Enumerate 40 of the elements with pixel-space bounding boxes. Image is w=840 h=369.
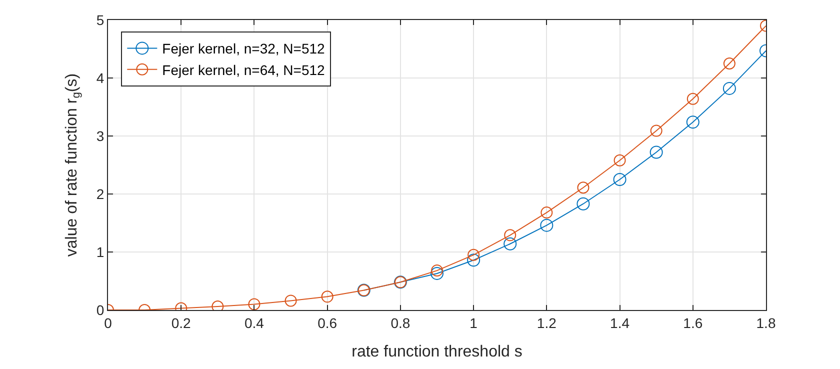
x-tick-label: 1.6 — [683, 314, 703, 331]
x-axis-title: rate function threshold s — [352, 344, 522, 360]
point — [540, 206, 553, 219]
x-tick-label: 0.2 — [171, 314, 192, 331]
y-tick-label: 0 — [96, 302, 104, 318]
point — [430, 266, 444, 280]
point — [431, 264, 443, 277]
point — [577, 182, 590, 194]
y-tick-label: 3 — [96, 128, 104, 144]
line-series — [108, 20, 766, 310]
y-tick-label: 1 — [96, 244, 104, 260]
point — [468, 248, 480, 261]
point — [284, 294, 297, 307]
point — [576, 197, 590, 210]
point — [723, 58, 736, 70]
point — [686, 92, 699, 105]
x-tick-label: 0.4 — [244, 314, 264, 331]
x-tick-label: 0.8 — [390, 314, 410, 331]
x-tick-label: 0.6 — [318, 314, 338, 331]
point — [467, 254, 480, 267]
y-tick-label: 4 — [96, 70, 104, 86]
point — [650, 124, 662, 137]
x-tick-label: 1.2 — [536, 314, 557, 331]
point — [614, 154, 626, 166]
x-tick-label: 1.8 — [756, 314, 776, 331]
legend-label: Fejer kernel, n=64, N=512 — [162, 62, 326, 78]
point — [722, 82, 736, 95]
point — [540, 218, 554, 232]
y-tick-label: 5 — [96, 12, 104, 28]
legend-label: Fejer kernel, n=32, N=512 — [162, 40, 326, 57]
y-tick-label: 2 — [96, 186, 104, 202]
point — [321, 290, 334, 303]
point — [686, 116, 700, 129]
point — [248, 298, 260, 310]
x-tick-label: 1 — [470, 314, 478, 331]
point — [504, 237, 517, 250]
point — [650, 146, 663, 159]
point — [613, 173, 626, 186]
point — [504, 229, 516, 242]
x-tick-label: 1.4 — [610, 314, 630, 331]
